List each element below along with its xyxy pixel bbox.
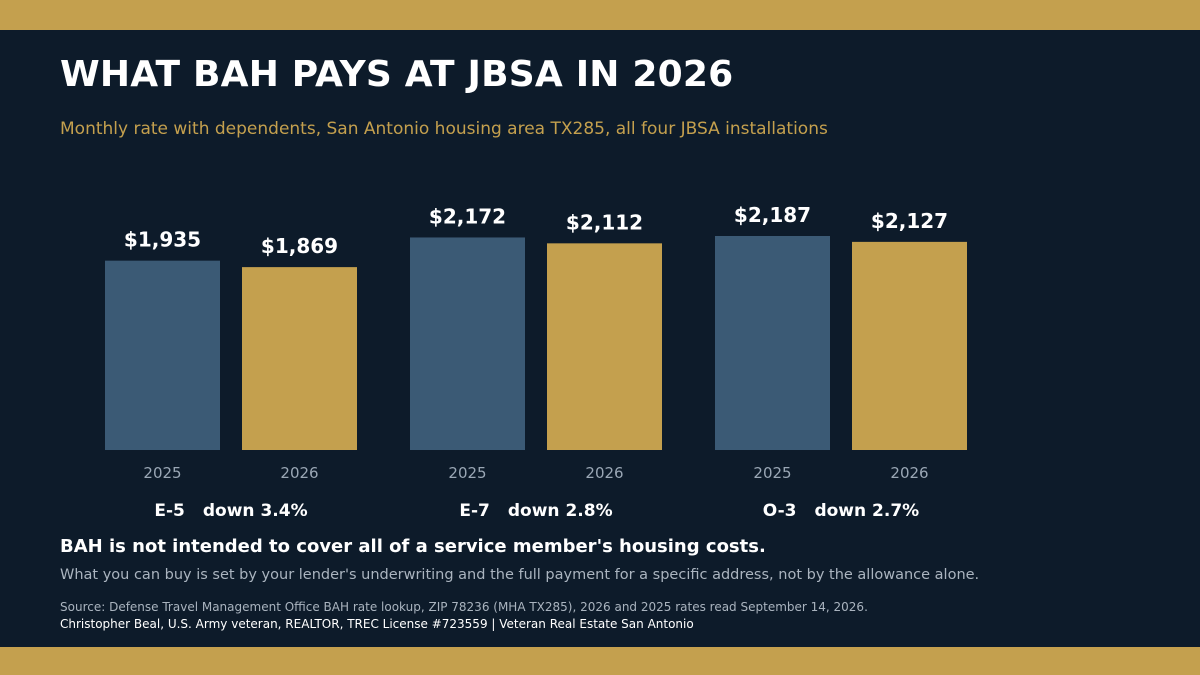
group-change: down 2.8% [508,501,613,521]
group-name: E-5 [154,501,185,521]
page-title: WHAT BAH PAYS AT JBSA IN 2026 [60,54,734,95]
year-label-e-7-2025: 2025 [448,464,486,482]
top-gold-band [0,0,1200,30]
data-label-e-7-2026: $2,112 [566,210,643,234]
data-label-o-3-2026: $2,127 [871,209,948,233]
year-label-e-5-2025: 2025 [143,464,181,482]
data-label-e-7-2025: $2,172 [429,204,506,228]
group-label-e-7: E-7 down 2.8% [459,501,612,521]
year-label-o-3-2025: 2025 [753,464,791,482]
data-label-e-5-2026: $1,869 [261,234,338,258]
bar-e-7-2026 [547,243,662,450]
group-name: E-7 [459,501,490,521]
disclaimer-text: What you can buy is set by your lender's… [60,567,980,583]
data-label-o-3-2025: $2,187 [734,203,811,227]
page-subtitle: Monthly rate with dependents, San Antoni… [60,119,828,139]
bar-e-5-2026 [242,267,357,450]
year-label-o-3-2026: 2026 [890,464,928,482]
disclaimer-heading: BAH is not intended to cover all of a se… [60,536,766,557]
group-label-e-5: E-5 down 3.4% [154,501,307,521]
group-label-o-3: O-3 down 2.7% [763,501,919,521]
bottom-gold-band [0,647,1200,675]
data-label-e-5-2025: $1,935 [124,228,201,252]
author-credit: Christopher Beal, U.S. Army veteran, REA… [60,617,694,631]
year-label-e-7-2026: 2026 [585,464,623,482]
bar-o-3-2026 [852,241,967,450]
group-name: O-3 [763,501,797,521]
group-change: down 2.7% [814,501,919,521]
group-change: down 3.4% [203,501,308,521]
year-label-e-5-2026: 2026 [280,464,318,482]
bar-e-7-2025 [410,237,525,450]
bar-o-3-2025 [715,236,830,450]
bah-bar-chart: $1,935 2025 $1,869 2026 E-5 down 3.4% $2,172 20… [105,203,967,521]
bar-e-5-2025 [105,260,220,450]
source-citation: Source: Defense Travel Management Office… [60,600,868,614]
